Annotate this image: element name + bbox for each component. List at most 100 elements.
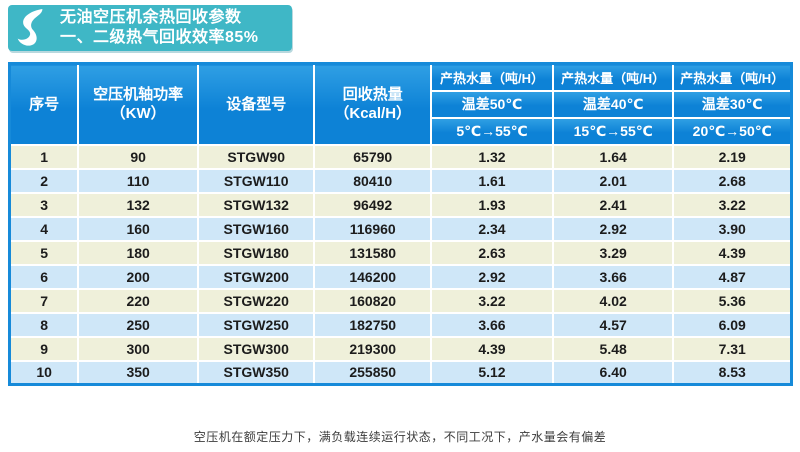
table-cell: 1.61: [430, 167, 554, 193]
table-cell: 7: [9, 287, 80, 313]
parameters-table: 序号 空压机轴功率 （KW） 设备型号 回收热量 （Kcal/H） 产热水量（吨…: [8, 62, 793, 386]
table-cell: 6: [9, 263, 80, 289]
table-cell: 8.53: [673, 359, 792, 385]
table-cell: 1.32: [430, 143, 554, 169]
header-water-group-1: 产热水量（吨/H）: [429, 62, 554, 92]
table-cell: 3.22: [430, 287, 554, 313]
table-cell: STGW250: [197, 311, 316, 337]
table-cell: 4.02: [552, 287, 675, 313]
table-cell: 2.92: [430, 263, 554, 289]
table-cell: 5.36: [673, 287, 792, 313]
table-cell: 9: [9, 335, 80, 361]
header-recovered-heat-line2: （Kcal/H）: [334, 105, 412, 123]
table-cell: 180: [78, 239, 199, 265]
table-cell: 220: [78, 287, 199, 313]
table-cell: 2.01: [552, 167, 675, 193]
table-row: 3 132 STGW132 96492 1.93 2.41 3.22: [9, 191, 792, 217]
table-cell: 2.19: [673, 143, 792, 169]
table-cell: 200: [78, 263, 199, 289]
table-cell: 90: [78, 143, 199, 169]
badge-text: 无油空压机余热回收参数 一、二级热气回收效率85%: [60, 8, 259, 48]
table-cell: STGW160: [197, 215, 316, 241]
table-cell: 6.40: [552, 359, 675, 385]
table-cell: 4.57: [552, 311, 675, 337]
table-cell: 2.92: [552, 215, 675, 241]
table-cell: 160820: [314, 287, 432, 313]
header-temp-diff-3: 温差30℃: [672, 89, 793, 119]
table-cell: 132: [78, 191, 199, 217]
table-cell: 4.39: [430, 335, 554, 361]
table-cell: 7.31: [673, 335, 792, 361]
table-cell: 2.41: [552, 191, 675, 217]
table-cell: STGW90: [197, 143, 316, 169]
table-cell: 10: [9, 359, 80, 385]
table-cell: 2.34: [430, 215, 554, 241]
table-cell: STGW132: [197, 191, 316, 217]
table-row: 1 90 STGW90 65790 1.32 1.64 2.19: [9, 143, 792, 169]
table-row: 5 180 STGW180 131580 2.63 3.29 4.39: [9, 239, 792, 265]
table-cell: 5.48: [552, 335, 675, 361]
header-water-group-2: 产热水量（吨/H）: [551, 62, 675, 92]
table-cell: 160: [78, 215, 199, 241]
table-row: 8 250 STGW250 182750 3.66 4.57 6.09: [9, 311, 792, 337]
s-swoosh-logo-icon: [17, 9, 43, 46]
table-cell: 300: [78, 335, 199, 361]
table-cell: 80410: [314, 167, 432, 193]
table-cell: 255850: [314, 359, 432, 385]
table-cell: STGW220: [197, 287, 316, 313]
footnote: 空压机在额定压力下，满负载连续运行状态，不同工况下，产水量会有偏差: [193, 430, 607, 444]
table-cell: 4.39: [673, 239, 792, 265]
table-cell: 146200: [314, 263, 432, 289]
table-cell: 2: [9, 167, 80, 193]
table-cell: 350: [78, 359, 199, 385]
header-shaft-power-line2: （KW）: [110, 105, 166, 123]
table-cell: 3.29: [552, 239, 675, 265]
table-cell: 3.22: [673, 191, 792, 217]
title-badge: 无油空压机余热回收参数 一、二级热气回收效率85%: [8, 5, 292, 51]
table-cell: 110: [78, 167, 199, 193]
table-row: 7 220 STGW220 160820 3.22 4.02 5.36: [9, 287, 792, 313]
parameters-table-wrap: 序号 空压机轴功率 （KW） 设备型号 回收热量 （Kcal/H） 产热水量（吨…: [8, 62, 793, 386]
table-cell: 65790: [314, 143, 432, 169]
table-cell: 3.66: [552, 263, 675, 289]
header-serial: 序号: [8, 62, 80, 146]
table-cell: 219300: [314, 335, 432, 361]
table-cell: 4.87: [673, 263, 792, 289]
table-cell: 250: [78, 311, 199, 337]
table-cell: 4: [9, 215, 80, 241]
table-header: 序号 空压机轴功率 （KW） 设备型号 回收热量 （Kcal/H） 产热水量（吨…: [8, 62, 793, 146]
table-cell: STGW350: [197, 359, 316, 385]
table-cell: 116960: [314, 215, 432, 241]
table-cell: 182750: [314, 311, 432, 337]
table-cell: STGW200: [197, 263, 316, 289]
table-row: 9 300 STGW300 219300 4.39 5.48 7.31: [9, 335, 792, 361]
table-row: 10 350 STGW350 255850 5.12 6.40 8.53: [9, 359, 792, 385]
header-temp-diff-2: 温差40℃: [551, 89, 675, 119]
table-row: 2 110 STGW110 80410 1.61 2.01 2.68: [9, 167, 792, 193]
table-row: 6 200 STGW200 146200 2.92 3.66 4.87: [9, 263, 792, 289]
header-temp-diff-1: 温差50℃: [429, 89, 554, 119]
table-cell: 131580: [314, 239, 432, 265]
table-cell: 3: [9, 191, 80, 217]
table-cell: 5: [9, 239, 80, 265]
badge-subtitle: 一、二级热气回收效率85%: [60, 29, 259, 46]
table-cell: 6.09: [673, 311, 792, 337]
header-water-group-3: 产热水量（吨/H）: [672, 62, 793, 92]
table-cell: 96492: [314, 191, 432, 217]
table-cell: 1.93: [430, 191, 554, 217]
table-cell: STGW110: [197, 167, 316, 193]
table-cell: 5.12: [430, 359, 554, 385]
table-cell: 2.68: [673, 167, 792, 193]
table-cell: STGW300: [197, 335, 316, 361]
table-cell: 3.90: [673, 215, 792, 241]
header-recovered-heat-line1: 回收热量: [342, 86, 403, 104]
table-cell: 1: [9, 143, 80, 169]
table-row: 4 160 STGW160 116960 2.34 2.92 3.90: [9, 215, 792, 241]
header-temp-range-1: 5℃→55℃: [429, 116, 554, 146]
header-recovered-heat: 回收热量 （Kcal/H）: [313, 62, 432, 146]
table-cell: 3.66: [430, 311, 554, 337]
header-temp-range-2: 15℃→55℃: [551, 116, 675, 146]
table-cell: 8: [9, 311, 80, 337]
badge-title: 无油空压机余热回收参数: [60, 9, 242, 26]
